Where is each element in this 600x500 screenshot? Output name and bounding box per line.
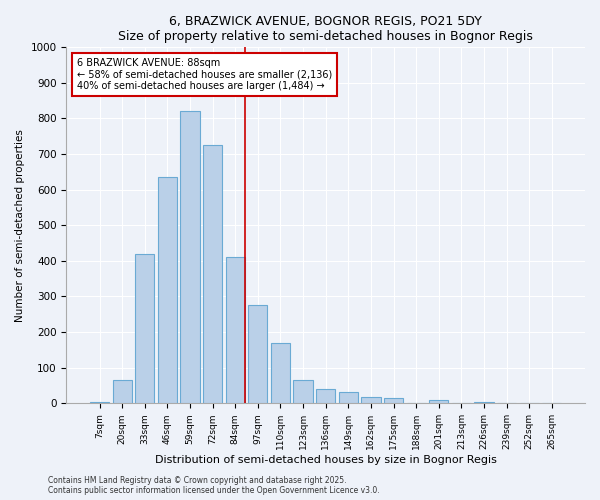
Bar [226, 257, 245, 404]
Bar [361, 398, 380, 404]
Bar [248, 306, 268, 404]
Bar [181, 111, 200, 404]
Text: 6 BRAZWICK AVENUE: 88sqm
← 58% of semi-detached houses are smaller (2,136)
40% o: 6 BRAZWICK AVENUE: 88sqm ← 58% of semi-d… [77, 58, 332, 91]
Bar [158, 177, 177, 404]
Bar [113, 380, 132, 404]
Bar [90, 402, 109, 404]
Bar [316, 389, 335, 404]
Text: Contains HM Land Registry data © Crown copyright and database right 2025.
Contai: Contains HM Land Registry data © Crown c… [48, 476, 380, 495]
Bar [429, 400, 448, 404]
Title: 6, BRAZWICK AVENUE, BOGNOR REGIS, PO21 5DY
Size of property relative to semi-det: 6, BRAZWICK AVENUE, BOGNOR REGIS, PO21 5… [118, 15, 533, 43]
Bar [135, 254, 154, 404]
Bar [293, 380, 313, 404]
Bar [203, 145, 222, 404]
X-axis label: Distribution of semi-detached houses by size in Bognor Regis: Distribution of semi-detached houses by … [155, 455, 497, 465]
Y-axis label: Number of semi-detached properties: Number of semi-detached properties [15, 128, 25, 322]
Bar [384, 398, 403, 404]
Bar [271, 343, 290, 404]
Bar [339, 392, 358, 404]
Bar [475, 402, 494, 404]
